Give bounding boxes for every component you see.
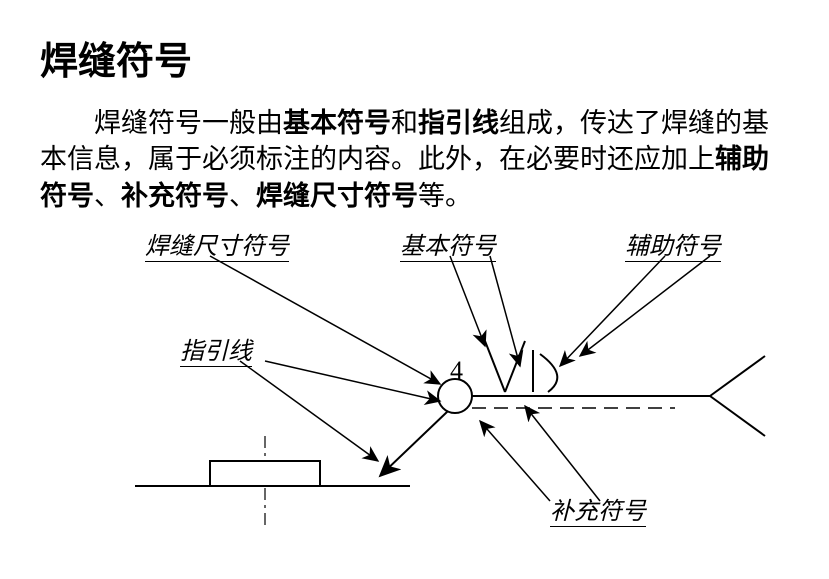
p-t6: 等。 [418,181,472,211]
p-t2: 和 [391,108,418,138]
weld-symbol-diagram: 焊缝尺寸符号 基本符号 辅助符号 指引线 补充符号 4 [70,226,790,536]
size-number: 4 [450,356,463,386]
p-t4: 、 [94,181,121,211]
intro-paragraph: 焊缝符号一般由基本符号和指引线组成，传达了焊缝的基本信息，属于必须标注的内容。此… [40,105,789,214]
p-b1: 基本符号 [283,108,391,138]
label-aux-symbol: 辅助符号 [625,226,721,261]
label-leader-text: 指引线 [180,339,252,367]
label-size-text: 焊缝尺寸符号 [145,234,289,262]
diagram-svg [70,226,790,536]
label-supp-symbol: 补充符号 [550,491,646,526]
p-b2: 指引线 [418,108,499,138]
p-t1: 焊缝符号一般由 [94,108,283,138]
label-leader-line: 指引线 [180,331,252,366]
label-supp-text: 补充符号 [550,499,646,527]
p-b5: 焊缝尺寸符号 [256,181,418,211]
p-t5: 、 [229,181,256,211]
label-basic-text: 基本符号 [400,234,496,262]
p-b4: 补充符号 [121,181,229,211]
page-title: 焊缝符号 [40,30,789,85]
label-basic-symbol: 基本符号 [400,226,496,261]
label-aux-text: 辅助符号 [625,234,721,262]
label-size-symbol: 焊缝尺寸符号 [145,226,289,261]
